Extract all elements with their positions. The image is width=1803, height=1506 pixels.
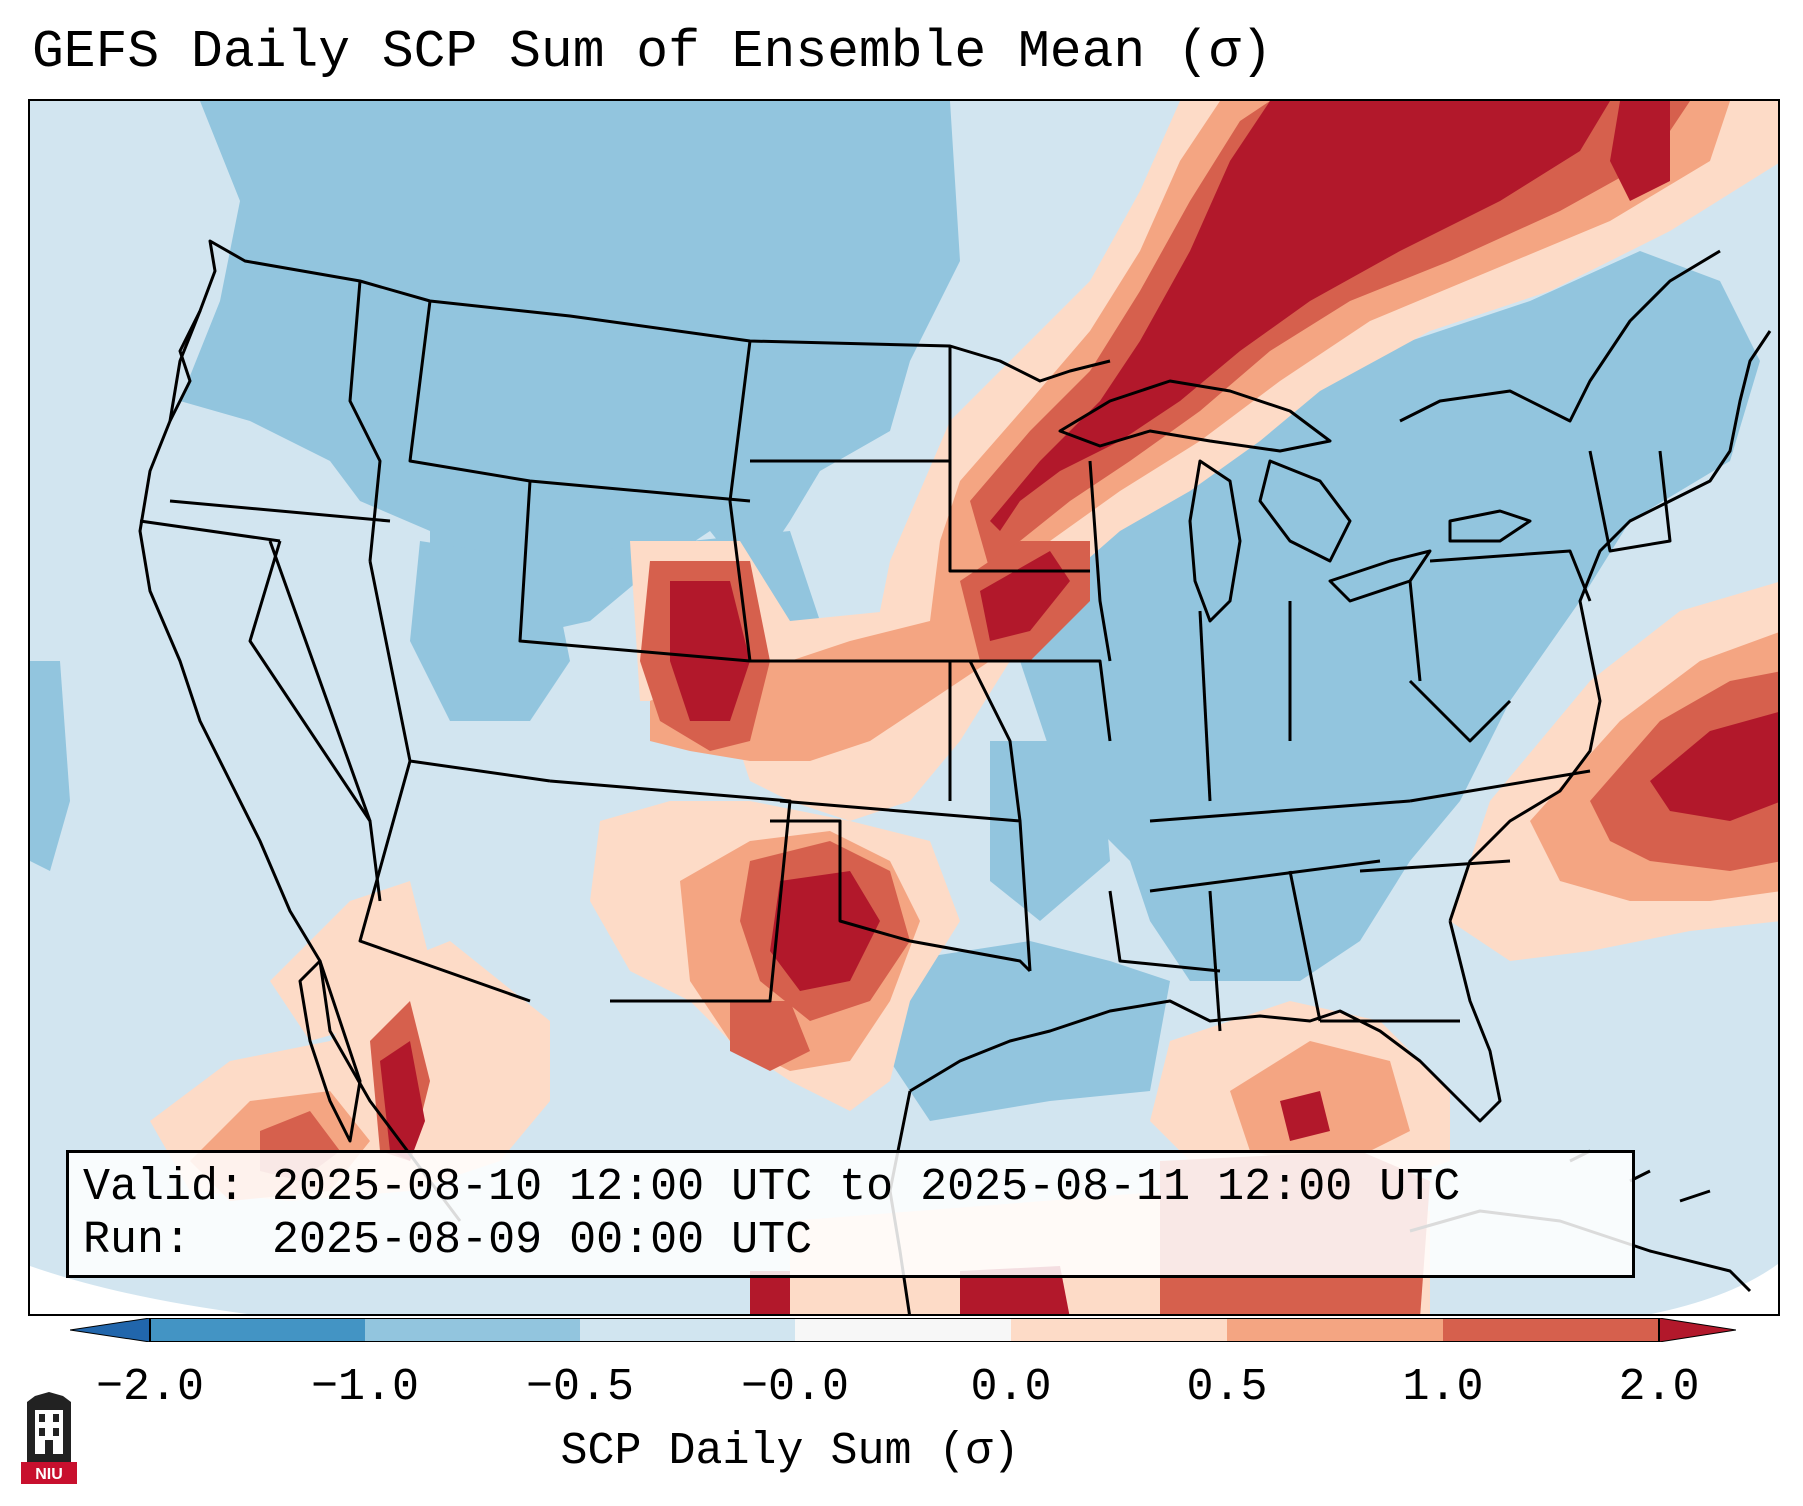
region-arklatex-blue xyxy=(990,741,1110,921)
region-mtwest-blue xyxy=(410,541,570,721)
lake-michigan xyxy=(1188,459,1242,623)
region-southtexas-red xyxy=(730,1001,810,1071)
region-greatlakes-salmon xyxy=(930,101,1730,641)
region-northwest-blue xyxy=(180,101,960,661)
region-gulfcoast-blue xyxy=(890,941,1170,1121)
map-panel xyxy=(28,99,1780,1316)
canada-border-east xyxy=(1399,249,1721,423)
valid-time-text: Valid: 2025-08-10 12:00 UTC to 2025-08-1… xyxy=(83,1162,1461,1213)
state-line-ne-ks xyxy=(750,659,1022,822)
colorbar-tick: −2.0 xyxy=(95,1362,205,1413)
projection-edge xyxy=(30,1266,248,1314)
state-line-az-nm xyxy=(358,760,531,1003)
state-line-wy-co xyxy=(518,480,751,663)
state-line-tn-al xyxy=(1149,859,1381,893)
colorbar-segment-5 xyxy=(1011,1318,1227,1342)
state-line-al-ga xyxy=(1288,870,1322,1022)
lake-superior xyxy=(1058,379,1332,453)
region-greatlakes-halo xyxy=(870,101,1778,741)
state-line-sc-nc xyxy=(1359,859,1511,873)
state-line-ny-pa xyxy=(1429,549,1592,602)
region-greatlakes-darkred xyxy=(990,101,1610,531)
state-line-co-nm xyxy=(549,779,792,1003)
region-atlantic-darkred xyxy=(1650,712,1778,821)
us-canada-border xyxy=(168,239,1111,422)
region-baja-halo xyxy=(270,881,430,1041)
region-colorado-darkred xyxy=(670,581,750,721)
state-line-ms-al xyxy=(1208,890,1222,1032)
scp-field xyxy=(30,101,1778,1314)
region-quebec-darkred xyxy=(1610,101,1670,201)
state-line-il-in xyxy=(1198,610,1212,802)
region-cuba-darkred xyxy=(960,1266,1070,1314)
projection-edge-right xyxy=(1651,1263,1778,1314)
chart-title: GEFS Daily SCP Sum of Ensemble Mean (σ) xyxy=(32,22,1273,82)
lake-ontario xyxy=(1448,509,1532,543)
colorbar-segment-1 xyxy=(150,1318,365,1342)
state-line-wa-or xyxy=(169,499,391,523)
atlantic-coast xyxy=(1448,330,1772,922)
state-line-id xyxy=(348,280,382,562)
lake-erie xyxy=(1328,549,1432,603)
colorbar-extend-low xyxy=(70,1318,151,1342)
scp-field-map xyxy=(30,101,1778,1314)
colorbar-tick: 1.0 xyxy=(1402,1362,1484,1413)
colorbar-tick: −0.5 xyxy=(525,1362,635,1413)
state-line-oh-pa xyxy=(1408,580,1422,682)
region-greatlakes-red xyxy=(970,101,1690,571)
gulf-coast xyxy=(909,920,1502,1123)
colorbar-segment-4 xyxy=(795,1318,1011,1342)
state-line-ks-ok xyxy=(779,799,1032,972)
state-line-ky-tn xyxy=(1149,799,1411,823)
lake-huron xyxy=(1258,459,1352,563)
state-line-mn-ia xyxy=(948,346,1090,573)
region-cuba-darkred-2 xyxy=(750,1271,790,1314)
colorbar-tick: 0.5 xyxy=(1186,1362,1268,1413)
logo-text: NIU xyxy=(35,1466,63,1483)
state-line-wv-va xyxy=(1408,679,1512,743)
state-line-va-nc xyxy=(1409,769,1591,803)
colorbar-segment-3 xyxy=(580,1318,795,1342)
state-line-or-ca xyxy=(139,519,281,543)
pacific-coast xyxy=(138,310,462,1222)
state-line-wi-il xyxy=(1088,460,1112,662)
valid-run-info-box: Valid: 2025-08-10 12:00 UTC to 2025-08-1… xyxy=(66,1150,1635,1278)
state-line-new-england xyxy=(1588,450,1672,553)
state-line-ar-la xyxy=(1108,890,1221,973)
state-line-mt-wy xyxy=(408,300,751,503)
region-pacific-blue xyxy=(30,661,70,871)
colorbar-label: SCP Daily Sum (σ) xyxy=(560,1426,1020,1477)
region-iowa-darkred xyxy=(980,551,1070,641)
baja-coast xyxy=(298,959,362,1143)
colorbar-tick: 2.0 xyxy=(1618,1362,1700,1413)
colorbar-tick: −0.0 xyxy=(740,1362,850,1413)
region-texas-darkred xyxy=(770,871,880,991)
state-line-ia-mo xyxy=(950,659,1112,742)
colorbar-tick: −1.0 xyxy=(310,1362,420,1413)
state-line-nv xyxy=(248,540,382,902)
colorbar-tick: 0.0 xyxy=(970,1362,1052,1413)
region-gulf-darkred xyxy=(1280,1091,1330,1141)
run-time-text: Run: 2025-08-09 00:00 UTC xyxy=(83,1215,813,1266)
colorbar-segment-6 xyxy=(1227,1318,1443,1342)
colorbar-extend-high xyxy=(1658,1318,1736,1342)
colorbar xyxy=(70,1318,1736,1342)
state-line-ca-nv xyxy=(268,540,372,822)
colorbar-segment-2 xyxy=(365,1318,580,1342)
colorbar-segment-7 xyxy=(1443,1318,1659,1342)
niu-logo-icon: NIU xyxy=(21,1392,77,1484)
state-line-tx xyxy=(770,819,1032,973)
